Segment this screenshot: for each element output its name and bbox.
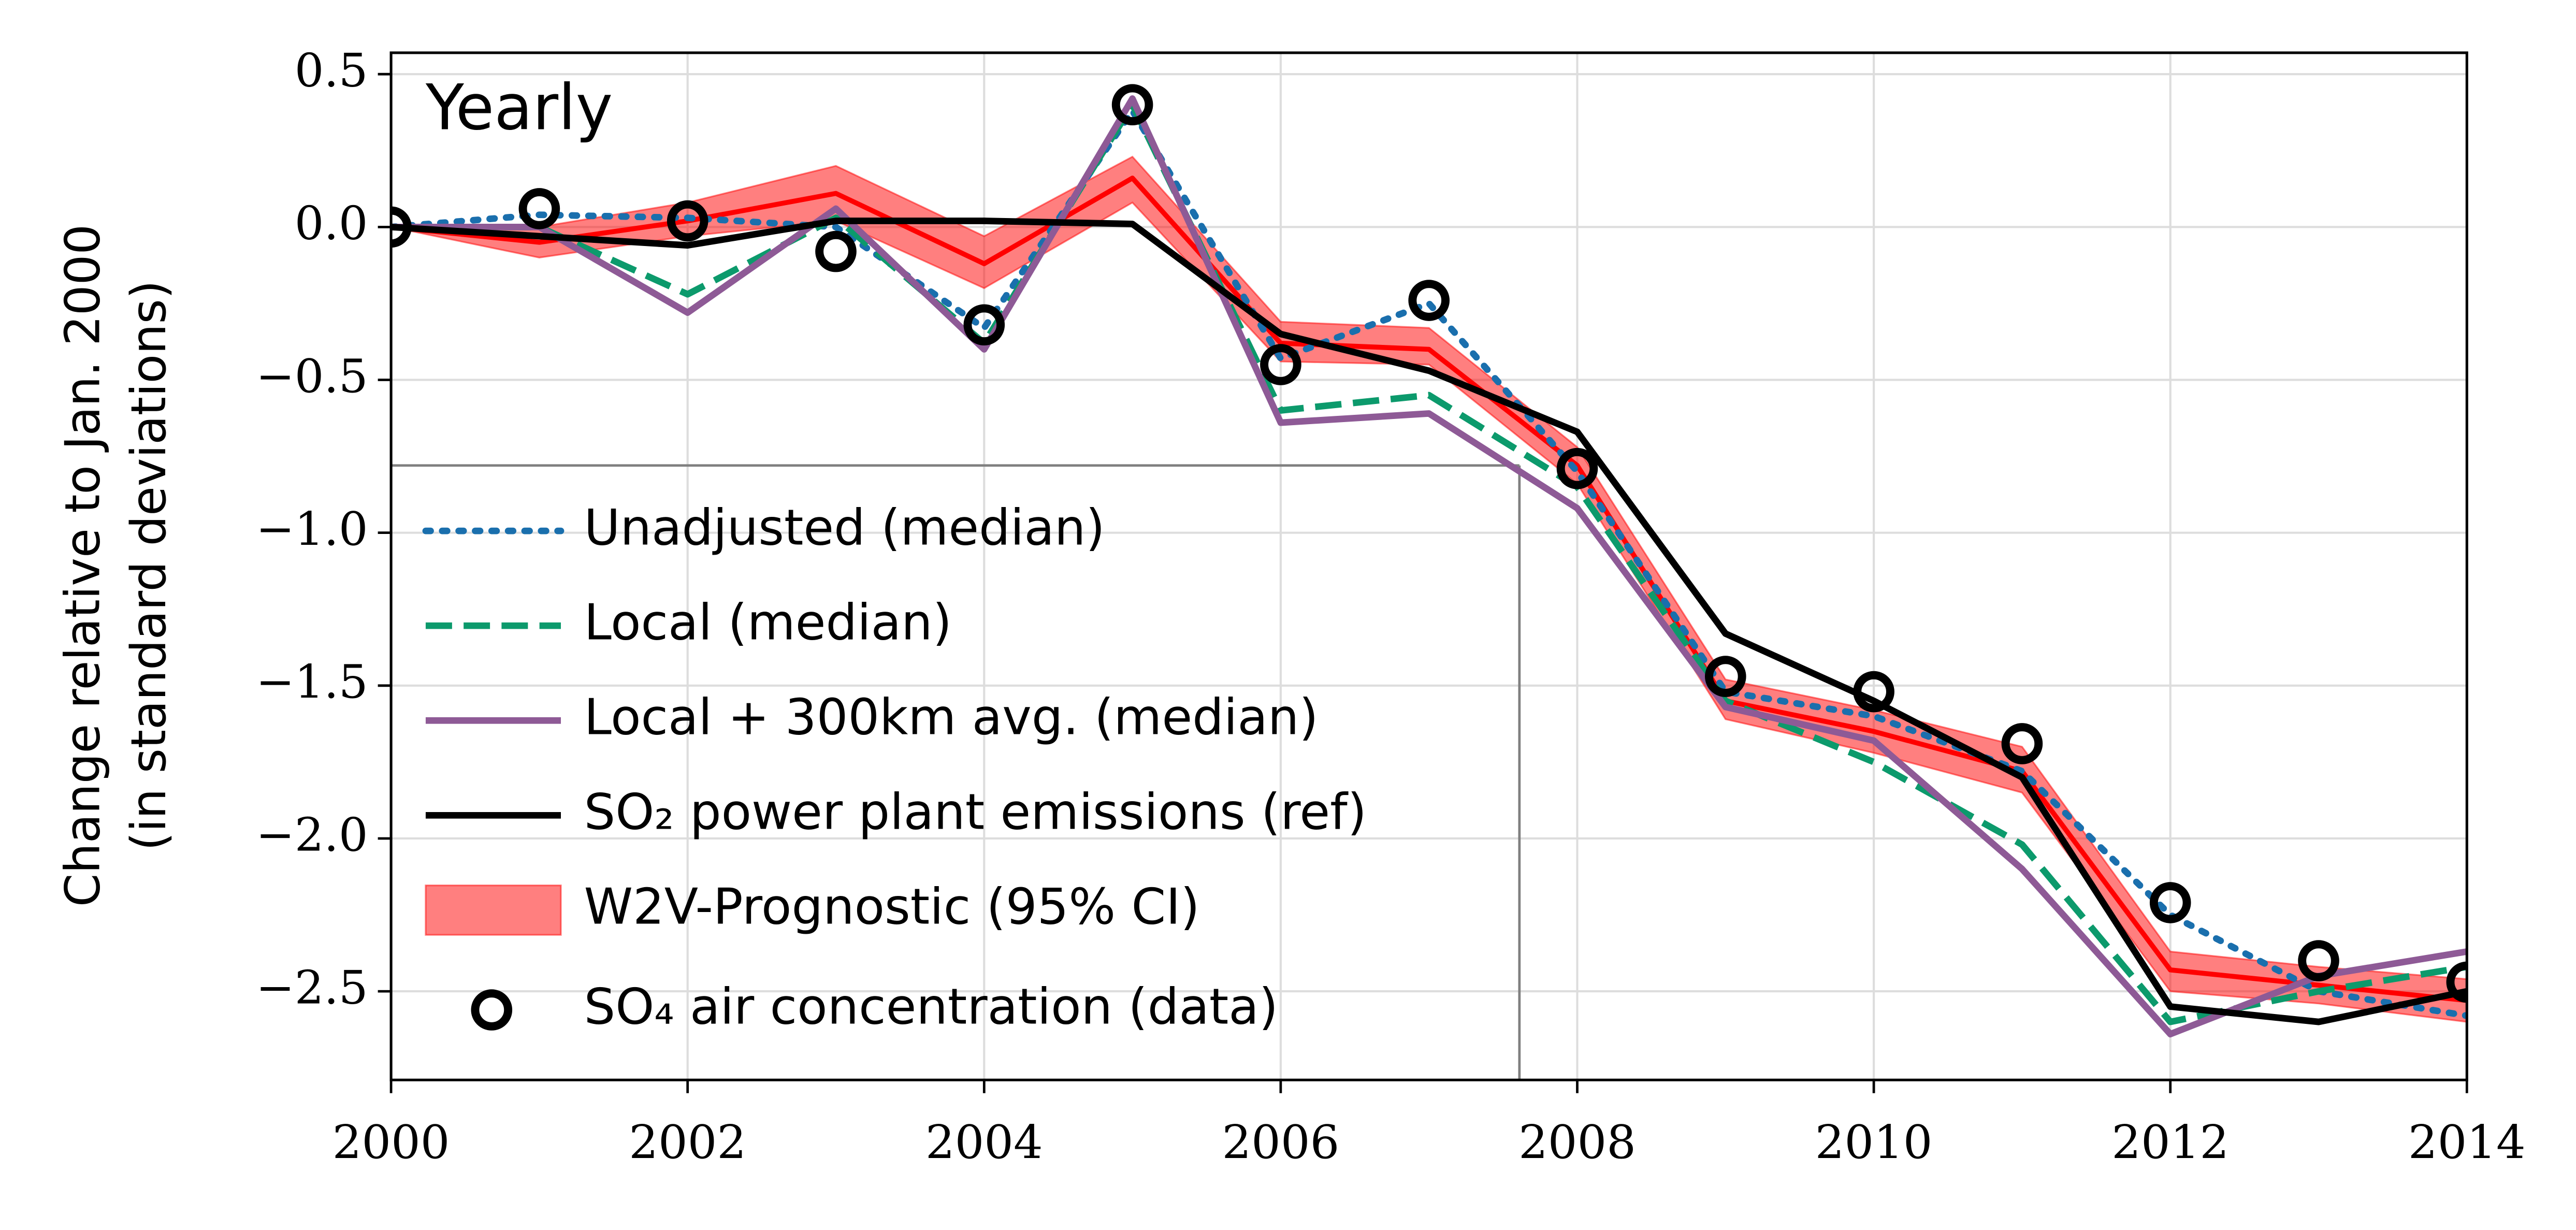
- x-tick-label: 2012: [2111, 1116, 2229, 1169]
- legend-label: Local (median): [584, 594, 952, 652]
- data-point: [2446, 961, 2467, 1003]
- legend-swatch: [471, 989, 513, 1031]
- data-point: [1556, 447, 1598, 489]
- series-line: [391, 218, 2467, 1025]
- legend-label: SO₄ air concentration (data): [584, 977, 1279, 1035]
- data-point: [1705, 656, 1746, 697]
- y-tick-label: −0.5: [256, 350, 368, 403]
- y-tick-label: 0.5: [295, 44, 368, 98]
- y-tick-label: 0.0: [295, 197, 368, 251]
- annotation: Yearly: [425, 71, 613, 144]
- x-tick-label: 2006: [1222, 1116, 1339, 1169]
- confidence-band: [391, 155, 2467, 1023]
- y-axis-label: Change relative to Jan. 2000: [54, 224, 110, 907]
- data-point: [1853, 671, 1894, 713]
- legend-label: SO₂ power plant emissions (ref): [584, 783, 1367, 841]
- data-point: [667, 200, 708, 242]
- data-point: [2298, 940, 2339, 981]
- x-tick-label: 2004: [925, 1116, 1043, 1169]
- data-point: [2001, 723, 2043, 764]
- data-point: [815, 230, 857, 272]
- plot-frame: [389, 51, 2468, 1081]
- legend-swatch: [425, 885, 562, 936]
- data-point: [963, 304, 1005, 346]
- data-point: [518, 188, 560, 229]
- legend-label: Local + 300km avg. (median): [584, 688, 1319, 746]
- legend: Unadjusted (median) Local (median) Local +…: [422, 498, 1367, 1035]
- data-point: [1111, 84, 1153, 126]
- series-line: [391, 101, 2467, 1025]
- x-tick-label: 2014: [2408, 1116, 2526, 1169]
- y-axis-label: (in standard deviations): [121, 280, 177, 851]
- data-point: [1260, 344, 1301, 385]
- x-tick-label: 2000: [332, 1116, 450, 1169]
- series-line: [391, 95, 2467, 1038]
- y-tick-label: −2.0: [256, 808, 368, 862]
- x-tick-label: 2010: [1815, 1116, 1933, 1169]
- plot-area: [391, 84, 2467, 1080]
- data-point: [391, 206, 412, 248]
- x-tick-label: 2002: [629, 1116, 746, 1169]
- series-line: [391, 176, 2467, 1003]
- axes: 0.5 0.0 −0.5 −1.0 −1.5 −2.0 −2.5 2000 2002 2004 20…: [54, 44, 2525, 1169]
- grid: [390, 52, 2468, 1080]
- y-tick-label: −2.5: [256, 961, 368, 1015]
- series-line: [391, 107, 2467, 1019]
- x-tick-label: 2008: [1518, 1116, 1636, 1169]
- legend-label: W2V-Prognostic (95% CI): [584, 878, 1200, 936]
- legend-label: Unadjusted (median): [584, 498, 1105, 556]
- y-tick-label: −1.0: [256, 502, 368, 556]
- y-tick-label: −1.5: [256, 655, 368, 709]
- data-point: [2149, 882, 2191, 923]
- data-point: [1408, 280, 1450, 321]
